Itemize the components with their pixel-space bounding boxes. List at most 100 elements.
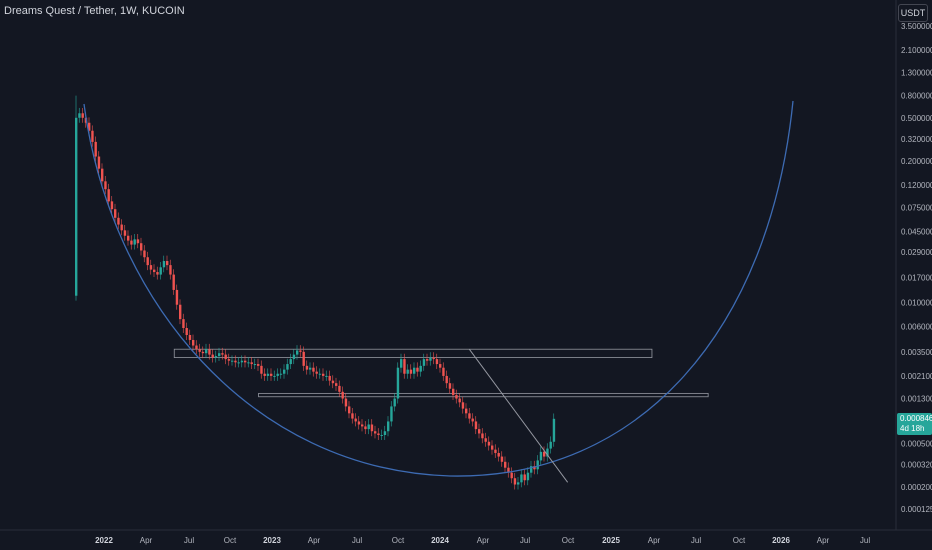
candle-body xyxy=(146,257,149,266)
candle-body xyxy=(81,113,84,118)
candle-body xyxy=(504,461,507,468)
x-tick-label: Jul xyxy=(184,536,194,545)
candle-body xyxy=(335,383,338,386)
x-tick-label: 2025 xyxy=(602,536,620,545)
candle-body xyxy=(419,365,422,372)
candle-body xyxy=(94,141,97,157)
candle-body xyxy=(377,433,380,436)
candle-body xyxy=(221,353,224,355)
candle-body xyxy=(273,375,276,377)
candle-body xyxy=(231,360,234,362)
candle-body xyxy=(458,398,461,403)
y-tick-label: 0.045000 xyxy=(901,227,932,236)
candle-body xyxy=(283,369,286,374)
candle-body xyxy=(78,113,81,118)
y-tick-label: 0.003500 xyxy=(901,348,932,357)
y-tick-label: 0.029000 xyxy=(901,248,932,257)
candle-body xyxy=(487,441,491,446)
candle-body xyxy=(104,181,107,190)
x-tick-label: Apr xyxy=(140,536,153,545)
candle-body xyxy=(182,319,185,329)
resistance-zone xyxy=(173,348,653,358)
candle-body xyxy=(237,362,240,364)
candle-body xyxy=(133,239,136,245)
candle-body xyxy=(513,478,517,485)
candle-body xyxy=(172,274,175,290)
candle-body xyxy=(260,365,263,374)
y-tick-label: 0.000320 xyxy=(901,461,932,470)
x-tick-label: Apr xyxy=(817,536,830,545)
candle-body xyxy=(445,375,448,384)
candle-body xyxy=(390,406,393,422)
candle-body xyxy=(367,424,370,430)
bar-countdown: 4d 18h xyxy=(900,424,925,433)
candle-body xyxy=(299,350,302,352)
candle-body xyxy=(159,267,162,275)
candle-body xyxy=(413,367,416,374)
candle-body xyxy=(429,357,432,361)
candle-body xyxy=(75,117,78,296)
candle-body xyxy=(409,369,413,374)
candle-body xyxy=(380,435,383,437)
candle-body xyxy=(328,375,331,381)
candle-body xyxy=(497,452,500,457)
x-tick-label: Jul xyxy=(520,536,530,545)
candle-body xyxy=(188,335,192,340)
candle-body xyxy=(296,350,299,355)
y-tick-label: 0.000125 xyxy=(901,505,932,514)
candle-body xyxy=(97,156,101,169)
y-tick-label: 0.001300 xyxy=(901,395,932,404)
candle-body xyxy=(364,426,367,430)
y-tick-label: 0.075000 xyxy=(901,203,932,212)
candle-body xyxy=(491,445,494,450)
chart-title: Dreams Quest / Tether, 1W, KUCOIN xyxy=(4,5,185,17)
candle-body xyxy=(338,385,341,392)
currency-unit-button[interactable]: USDT xyxy=(898,4,928,22)
candle-body xyxy=(292,354,296,360)
x-tick-label: Apr xyxy=(477,536,490,545)
y-tick-label: 0.002100 xyxy=(901,372,932,381)
candle-body xyxy=(208,349,211,355)
candle-body xyxy=(289,359,292,365)
candle-body xyxy=(110,201,114,210)
candle-body xyxy=(484,438,487,442)
x-tick-label: Jul xyxy=(352,536,362,545)
candle-body xyxy=(114,209,117,218)
candle-body xyxy=(520,474,523,483)
candle-body xyxy=(227,359,231,361)
candle-body xyxy=(422,359,426,366)
candle-body xyxy=(341,391,344,399)
candle-body xyxy=(357,421,361,425)
candle-body xyxy=(315,371,318,374)
x-axis: 2022 Apr Jul Oct 2023 Apr Jul Oct 2024 Apr Jul Oct 2… xyxy=(95,536,870,545)
y-tick-label: 0.200000 xyxy=(901,157,932,166)
candle-body xyxy=(140,243,143,251)
candle-body xyxy=(309,367,312,370)
candle-body xyxy=(244,360,247,363)
candle-body xyxy=(549,441,552,449)
candle-body xyxy=(396,367,400,399)
candle-body xyxy=(107,189,110,202)
candle-body xyxy=(198,349,201,352)
candle-body xyxy=(403,359,406,374)
candle-body xyxy=(120,224,123,231)
y-tick-label: 0.017000 xyxy=(901,273,932,282)
candle-body xyxy=(302,351,305,366)
y-tick-label: 0.000200 xyxy=(901,483,932,492)
candle-body xyxy=(533,466,536,470)
candle-body xyxy=(442,367,445,376)
candle-body xyxy=(552,418,556,442)
candle-body xyxy=(455,395,458,399)
y-tick-label: 0.000500 xyxy=(901,440,932,449)
candle-body xyxy=(471,418,474,422)
candle-body xyxy=(510,472,513,479)
y-tick-label: 3.500000 xyxy=(901,22,932,31)
candle-body xyxy=(166,261,169,266)
candle-body xyxy=(351,413,354,419)
resistance-zones xyxy=(173,348,709,398)
candle-body xyxy=(494,449,497,453)
y-tick-label: 2.100000 xyxy=(901,46,932,55)
y-tick-label: 0.006000 xyxy=(901,322,932,331)
candle-body xyxy=(461,402,465,409)
